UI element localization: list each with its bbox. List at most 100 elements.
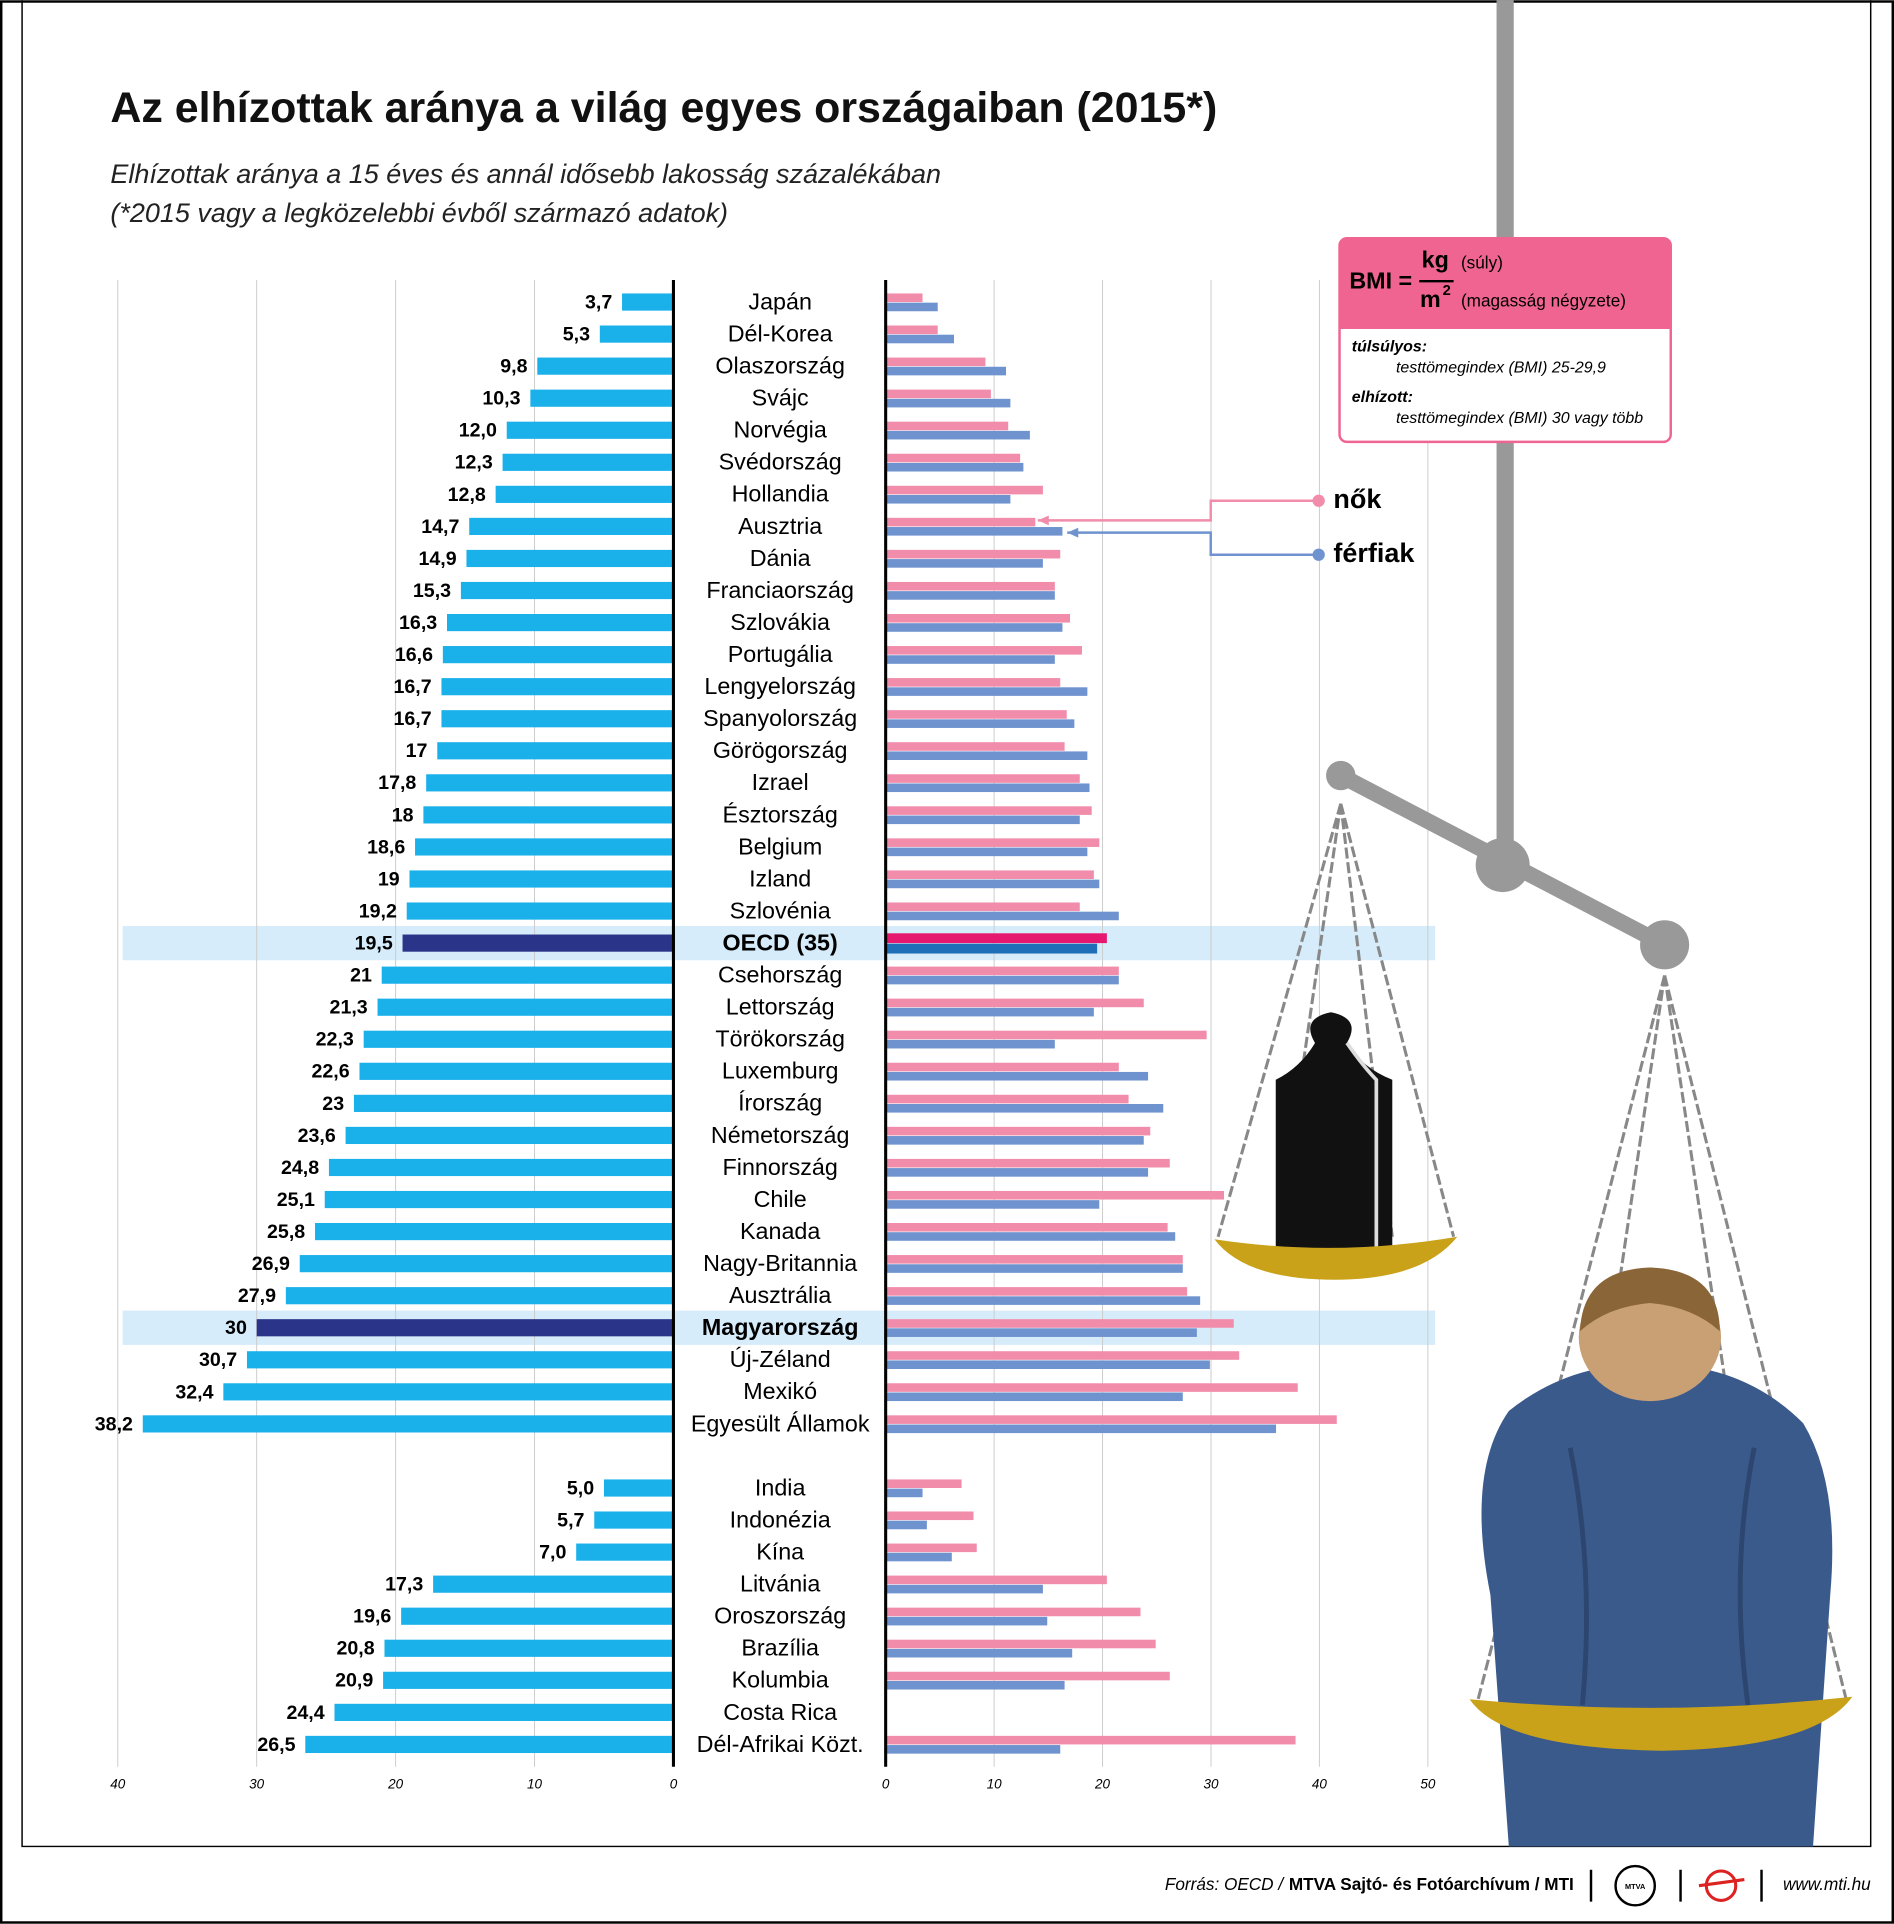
highlight-band [122, 925, 1436, 961]
bar [885, 678, 1061, 687]
category-label: Ausztrália [729, 1282, 831, 1308]
bar [885, 1264, 1183, 1273]
value-label: 18 [392, 804, 414, 826]
value-label: 23 [322, 1093, 344, 1115]
footer-url: www.mti.hu [1783, 1874, 1871, 1894]
bar [885, 1328, 1197, 1337]
bar [885, 774, 1080, 783]
value-label: 24,4 [286, 1702, 324, 1724]
bar [246, 1351, 674, 1369]
legend-connector [1037, 499, 1319, 522]
category-label: Svédország [719, 449, 842, 475]
bar [885, 1190, 1224, 1200]
bar [885, 1094, 1129, 1104]
bar [530, 389, 674, 407]
value-label: 12,0 [459, 420, 497, 442]
bar [142, 1415, 674, 1433]
x-tick-label: 40 [1312, 1777, 1327, 1792]
value-label: 21 [350, 965, 372, 987]
value-label: 12,3 [455, 452, 493, 474]
bar [885, 1671, 1170, 1681]
bmi-lhs: BMI = [1349, 268, 1412, 294]
bar [423, 806, 674, 824]
bar [885, 1030, 1207, 1040]
category-label: Írország [738, 1090, 822, 1116]
value-label: 12,8 [448, 484, 486, 506]
bar [885, 1639, 1156, 1649]
category-label: Belgium [738, 833, 822, 859]
value-label: 25,8 [267, 1221, 305, 1243]
bmi-numerator: kg [1422, 247, 1449, 273]
logo [1614, 1864, 1657, 1907]
value-label: 3,7 [585, 291, 612, 313]
category-label: Portugália [728, 641, 833, 667]
bar [885, 1319, 1234, 1328]
value-label: 19,5 [355, 933, 393, 955]
value-label: 14,7 [421, 516, 459, 538]
bar [324, 1190, 674, 1209]
beam-end [1640, 920, 1690, 970]
bar [885, 1479, 962, 1489]
x-tick-label: 40 [110, 1777, 125, 1792]
man-folds [1567, 1447, 1757, 1706]
category-label: Olaszország [715, 353, 844, 379]
bar [885, 1168, 1149, 1177]
category-label: Németország [711, 1122, 850, 1148]
bar [442, 646, 674, 664]
value-label: 15,3 [413, 580, 451, 602]
category-label: Ausztria [738, 513, 822, 539]
chart-title: Az elhízottak aránya a világ egyes orszá… [110, 84, 1217, 132]
bar [603, 1479, 674, 1497]
legend-connector [1067, 531, 1319, 556]
bar [885, 815, 1080, 825]
bar [885, 1616, 1048, 1626]
value-label: 20,8 [337, 1638, 375, 1660]
bar [885, 453, 1021, 463]
category-label: Lettország [726, 994, 835, 1020]
bmi-note: (magasság négyzete) [1461, 291, 1626, 311]
bar [885, 1745, 1061, 1754]
bar [363, 1030, 674, 1048]
category-label: Norvégia [734, 417, 827, 443]
bar [885, 559, 1043, 568]
right-pan [1469, 1696, 1853, 1751]
value-label: 22,3 [316, 1029, 354, 1051]
logo-text: MTVA [1625, 1882, 1646, 1891]
value-label: 30,7 [199, 1349, 237, 1371]
value-label: 16,6 [395, 644, 433, 666]
x-tick-label: 30 [1203, 1777, 1218, 1792]
category-label: Kolumbia [732, 1667, 829, 1693]
category-label: Magyarország [702, 1314, 859, 1340]
bar [885, 1062, 1119, 1072]
bar [506, 421, 674, 439]
value-label: 5,3 [563, 324, 590, 346]
category-label: Szlovénia [730, 897, 831, 923]
bar [885, 366, 1007, 376]
category-label: Egyesült Államok [691, 1410, 870, 1436]
bar [359, 1062, 674, 1080]
value-label: 26,9 [252, 1253, 290, 1275]
bar [885, 591, 1055, 600]
category-label: Görögország [713, 737, 848, 763]
value-label: 19 [378, 868, 400, 890]
bar [885, 1415, 1337, 1424]
x-tick-label: 0 [882, 1777, 890, 1792]
bmi-label: túlsúlyos: [1352, 339, 1427, 356]
bar [885, 902, 1080, 912]
bar [885, 421, 1009, 431]
category-label: Csehország [718, 962, 842, 988]
illustration [1214, 0, 1853, 1847]
category-label: Oroszország [714, 1603, 846, 1629]
bar [415, 838, 674, 856]
category-label: Chile [754, 1186, 807, 1212]
bar [885, 1520, 927, 1530]
category-label: Új-Zéland [730, 1346, 831, 1372]
chart-subtitle: Elhízottak aránya a 15 éves és annál idő… [110, 159, 941, 189]
bar [885, 517, 1036, 527]
value-label: 24,8 [281, 1157, 319, 1179]
category-label: OECD (35) [723, 929, 838, 955]
bar [885, 581, 1055, 591]
bar [353, 1094, 674, 1112]
bar [885, 1584, 1043, 1594]
legend-arrow [1037, 515, 1049, 526]
